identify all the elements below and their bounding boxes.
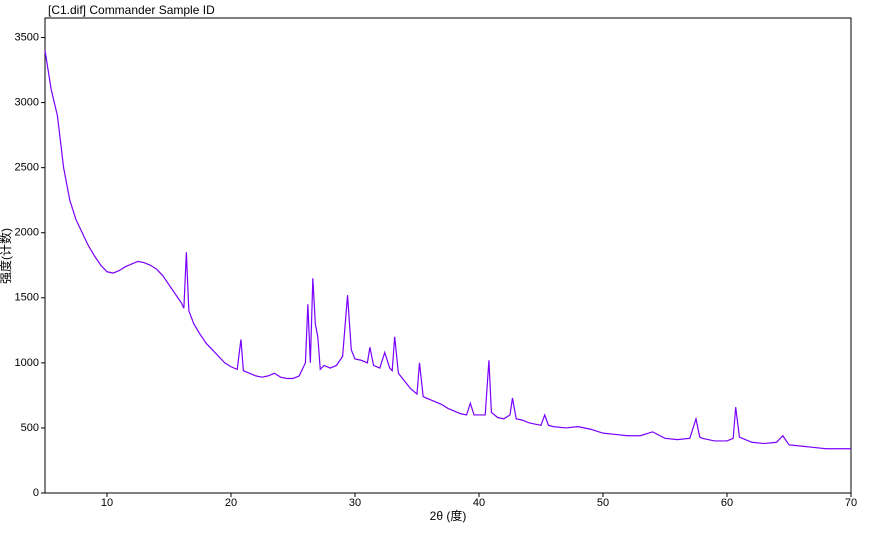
y-tick-label: 2000 [15, 227, 39, 239]
x-tick-label: 40 [473, 497, 485, 509]
data-line [44, 50, 851, 450]
y-tick-label: 2500 [15, 162, 39, 174]
chart-title: [C1.dif] Commander Sample ID [48, 3, 215, 17]
x-axis-label: 2θ (度) [430, 508, 467, 523]
y-tick-label: 0 [33, 487, 39, 499]
y-tick-label: 1000 [15, 357, 39, 369]
y-tick-label: 3000 [15, 96, 39, 108]
y-tick-label: 3500 [15, 31, 39, 43]
x-tick-label: 30 [349, 497, 361, 509]
x-tick-label: 10 [101, 497, 113, 509]
x-tick-label: 70 [845, 497, 857, 509]
x-tick-label: 20 [225, 497, 237, 509]
x-tick-label: 60 [721, 497, 733, 509]
y-tick-label: 500 [21, 422, 39, 434]
y-axis-label: 强度(计数) [0, 228, 13, 284]
y-tick-label: 1500 [15, 292, 39, 304]
plot-frame [44, 17, 852, 494]
x-tick-label: 50 [597, 497, 609, 509]
